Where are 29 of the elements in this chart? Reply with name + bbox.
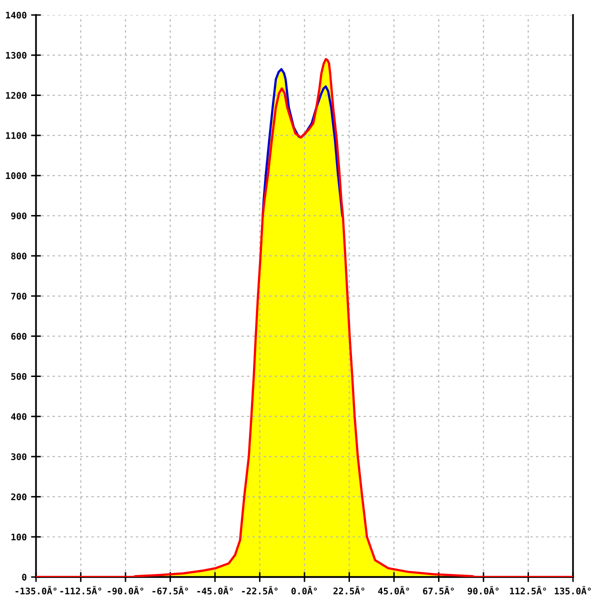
- y-tick-label: 400: [11, 413, 26, 420]
- x-tick-label: 90.0Â°: [468, 586, 499, 594]
- y-tick-label: 600: [11, 332, 26, 340]
- y-tick-label: 1400: [6, 12, 26, 19]
- y-tick-label: 800: [11, 252, 26, 260]
- y-tick-label: 200: [11, 493, 26, 500]
- x-tick-label: -112.5Â°: [60, 586, 102, 594]
- line-series: [262, 68, 344, 217]
- x-tick-label: -135.0Â°: [16, 586, 56, 594]
- x-tick-label: -22.5Â°: [242, 586, 278, 594]
- y-tick-label: 700: [11, 292, 26, 300]
- y-tick-label: 900: [11, 212, 26, 220]
- y-tick-label: 1300: [6, 52, 26, 59]
- y-tick-label: 1100: [6, 132, 26, 139]
- y-tick-label: 1200: [6, 92, 26, 99]
- x-tick-label: 135.0Â°: [554, 586, 591, 594]
- x-tick-label: -67.5Â°: [152, 586, 188, 594]
- x-tick-label: 67.5Â°: [423, 586, 454, 594]
- x-tick-label: -45.0Â°: [197, 586, 233, 594]
- y-tick-label: 100: [11, 534, 26, 540]
- y-tick-label: 500: [11, 373, 26, 380]
- y-tick-label: 1000: [6, 172, 26, 180]
- y-tick-label: 300: [11, 453, 26, 460]
- y-tick-label: 0: [22, 574, 26, 581]
- x-tick-label: 22.5Â°: [333, 586, 364, 594]
- x-tick-label: 112.5Â°: [510, 586, 546, 594]
- x-tick-label: -90.0Â°: [108, 586, 144, 594]
- x-tick-label: 0.0Â°: [291, 586, 317, 594]
- x-tick-label: 45.0Â°: [378, 586, 410, 594]
